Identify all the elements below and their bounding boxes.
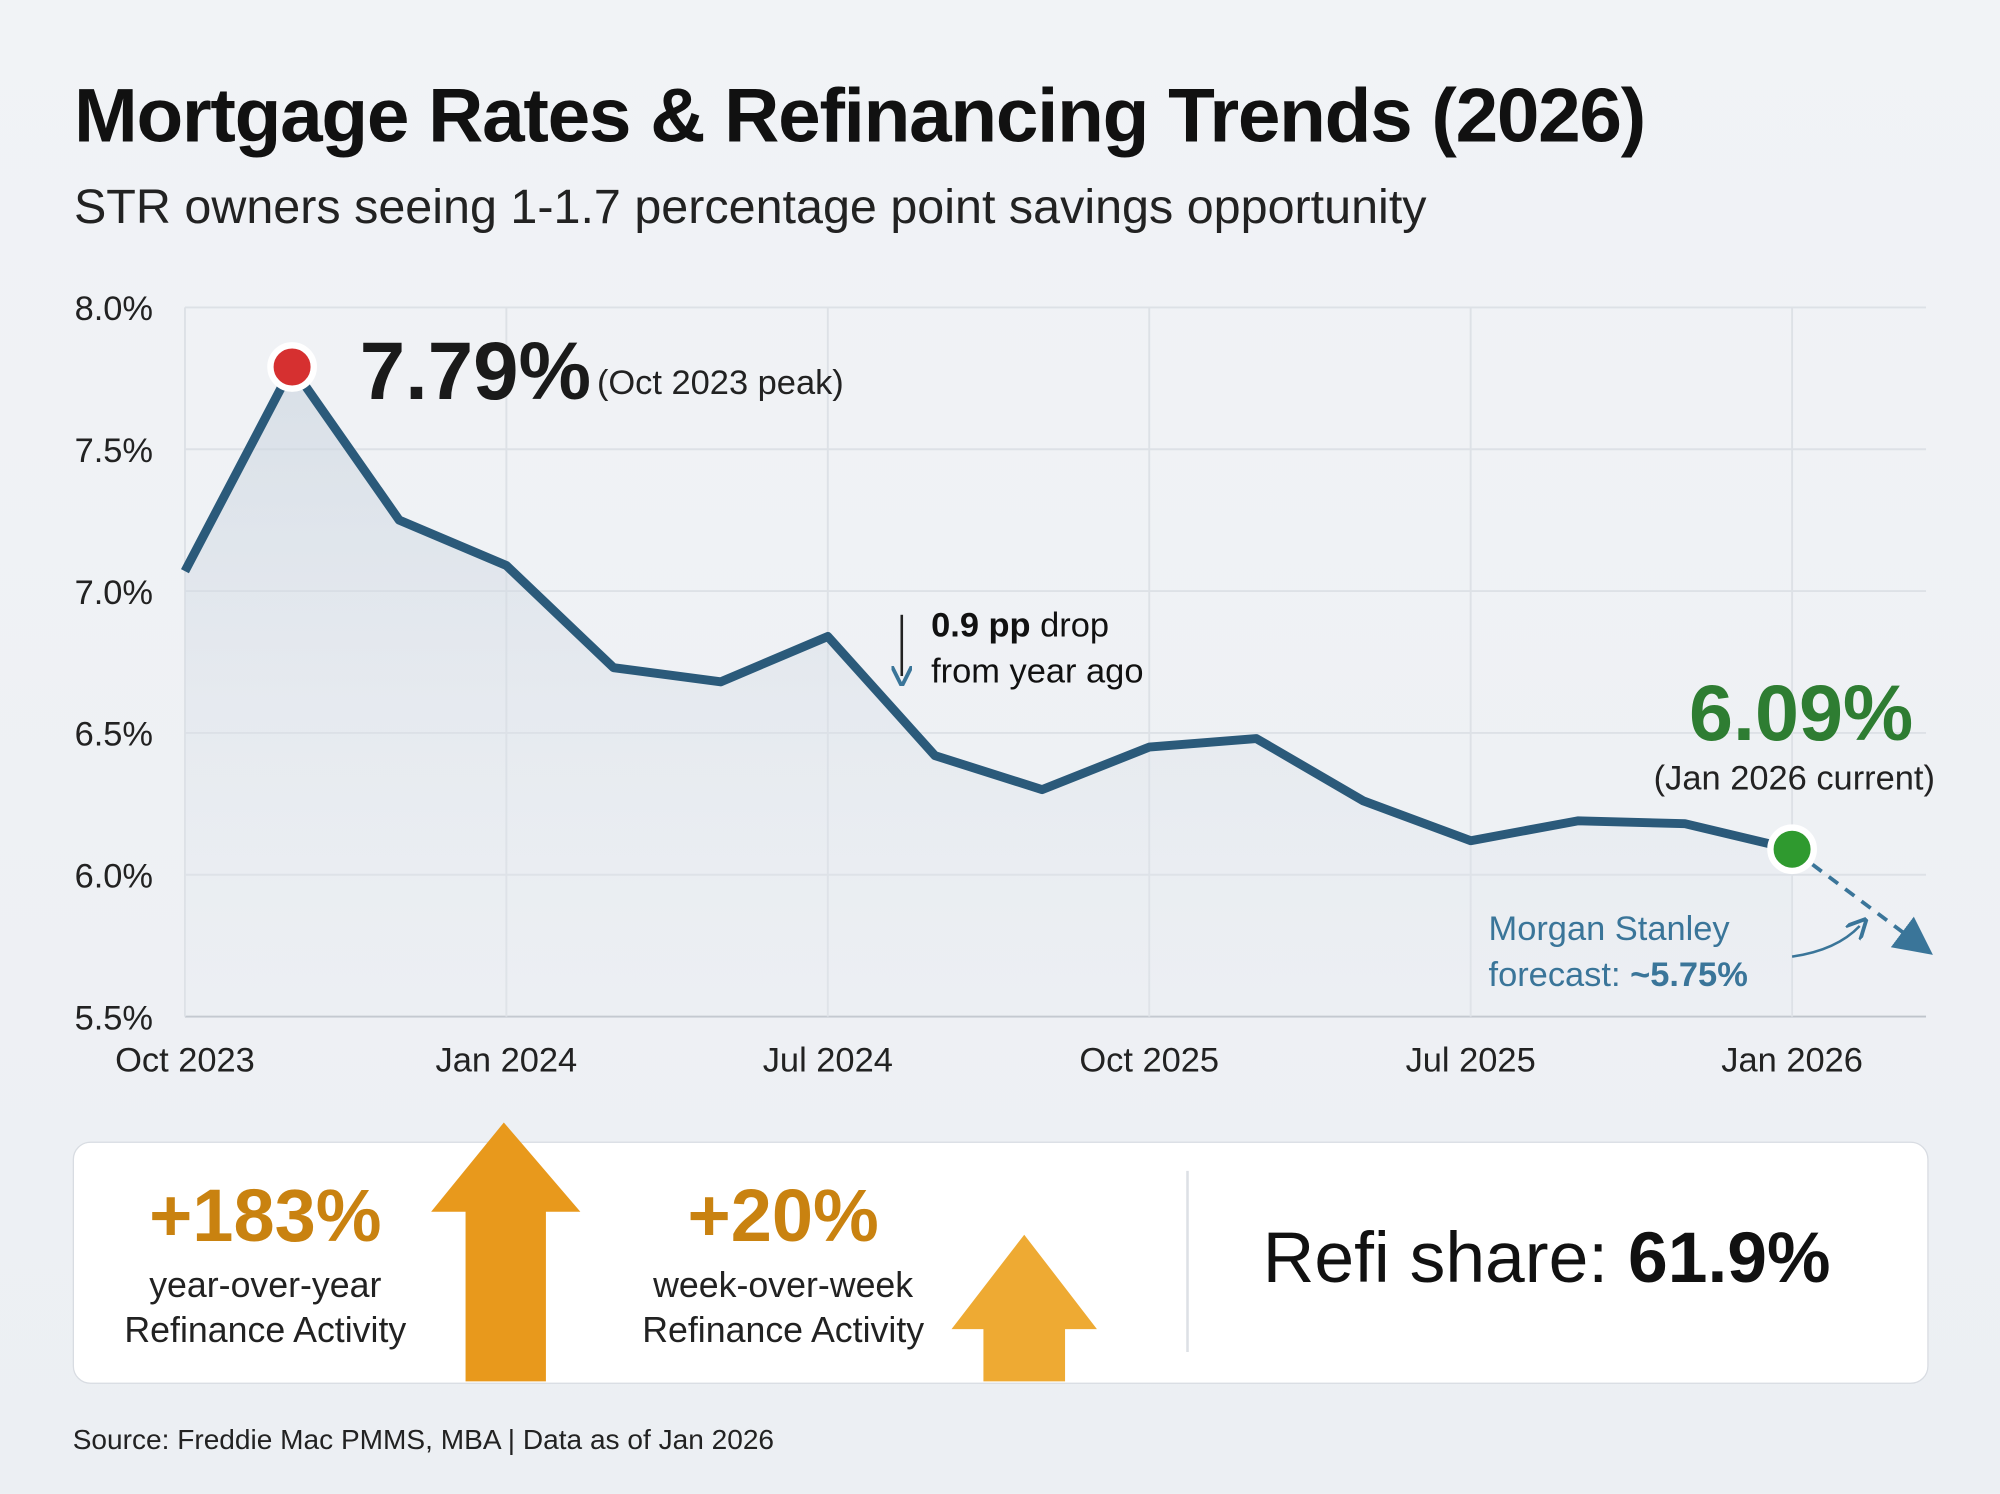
wow-value: +20% xyxy=(687,1174,879,1258)
y-tick-label: 6.5% xyxy=(75,716,153,754)
current-value: 6.09% xyxy=(1689,668,1913,757)
svg-text:forecast: ~5.75%: forecast: ~5.75% xyxy=(1489,956,1748,994)
refi-share: Refi share: 61.9% xyxy=(1263,1216,1831,1299)
subtitle: STR owners seeing 1-1.7 percentage point… xyxy=(73,181,1427,235)
forecast-value: ~5.75% xyxy=(1630,956,1748,994)
yoy-line2: Refinance Activity xyxy=(124,1309,407,1350)
forecast-line1: Morgan Stanley xyxy=(1489,910,1731,948)
drop-bold: 0.9 pp xyxy=(931,606,1030,644)
current-marker xyxy=(1767,824,1817,875)
peak-value: 7.79% xyxy=(360,326,591,417)
y-tick-label: 5.5% xyxy=(75,999,153,1037)
rate-line xyxy=(180,362,1794,854)
y-tick-label: 7.0% xyxy=(75,574,153,612)
wow-label: week-over-week Refinance Activity xyxy=(592,1263,975,1352)
y-tick-label: 7.5% xyxy=(75,432,153,470)
forecast-line2: forecast: xyxy=(1489,956,1631,994)
drop-line2: from year ago xyxy=(931,652,1143,690)
peak-marker xyxy=(267,342,317,392)
x-tick-label: Oct 2025 xyxy=(1079,1041,1219,1079)
y-tick-label: 6.0% xyxy=(75,857,153,895)
yoy-line1: year-over-year xyxy=(149,1265,382,1305)
area-fill xyxy=(184,366,1793,1017)
y-tick-label: 8.0% xyxy=(75,290,153,328)
x-tick-label: Jul 2025 xyxy=(1406,1041,1536,1079)
x-tick-label: Jan 2026 xyxy=(1721,1041,1863,1079)
current-label: (Jan 2026 current) xyxy=(1654,760,1935,798)
x-tick-label: Jul 2024 xyxy=(763,1041,893,1079)
refi-share-label: Refi share: xyxy=(1262,1216,1628,1298)
peak-label: (Oct 2023 peak) xyxy=(597,364,844,402)
source-note: Source: Freddie Mac PMMS, MBA | Data as … xyxy=(72,1423,775,1456)
small-up-arrow-icon xyxy=(951,1234,1097,1382)
page-title: Mortgage Rates & Refinancing Trends (202… xyxy=(73,72,1646,159)
wow-line2: Refinance Activity xyxy=(642,1309,925,1350)
line-chart: 8.0% 7.5% 7.0% 6.5% 6.0% 5.5% Oct 2023 Jan 2024… xyxy=(75,290,1935,1079)
refi-share-value: 61.9% xyxy=(1627,1216,1831,1298)
drop-annotation: 0.9 pp drop from year ago xyxy=(902,606,1143,690)
drop-rest: drop xyxy=(1031,606,1109,644)
x-tick-label: Oct 2023 xyxy=(115,1041,255,1079)
large-up-arrow-icon xyxy=(431,1122,581,1382)
wow-line1: week-over-week xyxy=(653,1265,914,1305)
forecast-arrow xyxy=(1811,862,1933,955)
yoy-value: +183% xyxy=(149,1174,382,1258)
x-tick-label: Jan 2024 xyxy=(436,1041,578,1079)
forecast-pointer-icon xyxy=(1791,926,1860,958)
svg-text:0.9 pp drop: 0.9 pp drop xyxy=(931,606,1109,644)
yoy-label: year-over-year Refinance Activity xyxy=(74,1263,457,1352)
